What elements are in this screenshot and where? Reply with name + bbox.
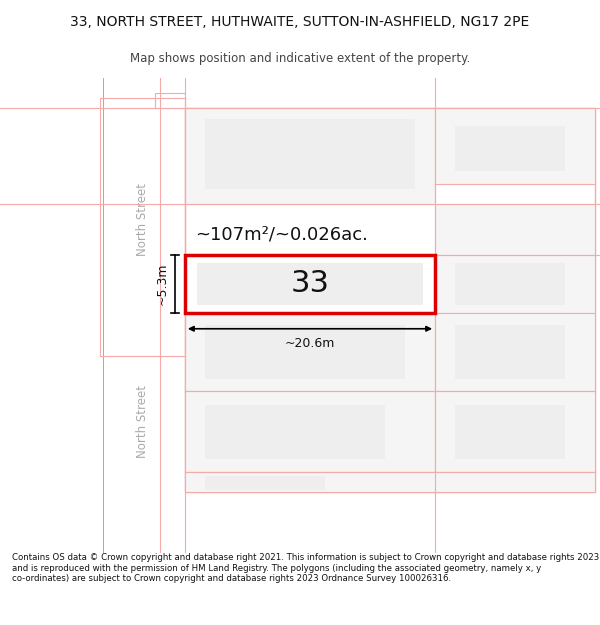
Text: ~20.6m: ~20.6m [285, 337, 335, 350]
Bar [435, 255, 595, 312]
Bar [185, 109, 595, 493]
Bar [435, 204, 595, 255]
Bar [435, 312, 595, 391]
Text: 33, NORTH STREET, HUTHWAITE, SUTTON-IN-ASHFIELD, NG17 2PE: 33, NORTH STREET, HUTHWAITE, SUTTON-IN-A… [70, 15, 530, 29]
Text: ~107m²/~0.026ac.: ~107m²/~0.026ac. [195, 226, 368, 244]
Bar [185, 312, 435, 391]
Bar [205, 476, 325, 491]
Bar [435, 109, 595, 184]
Text: North Street: North Street [136, 183, 149, 256]
Bar [435, 391, 595, 472]
Bar [185, 255, 435, 312]
Bar [197, 263, 423, 304]
Bar [455, 263, 565, 304]
Bar [155, 93, 185, 109]
Bar [205, 404, 385, 459]
Bar [100, 98, 185, 356]
Text: Contains OS data © Crown copyright and database right 2021. This information is : Contains OS data © Crown copyright and d… [12, 553, 599, 583]
Text: 33: 33 [290, 269, 329, 298]
Bar [185, 391, 435, 472]
Text: ~5.3m: ~5.3m [156, 262, 169, 305]
Bar [205, 325, 405, 379]
Bar [185, 472, 595, 492]
Text: North Street: North Street [136, 385, 149, 458]
Bar [205, 119, 415, 189]
Bar [455, 325, 565, 379]
Bar [455, 404, 565, 459]
Bar [455, 126, 565, 171]
Bar [185, 109, 435, 204]
Text: Map shows position and indicative extent of the property.: Map shows position and indicative extent… [130, 52, 470, 65]
